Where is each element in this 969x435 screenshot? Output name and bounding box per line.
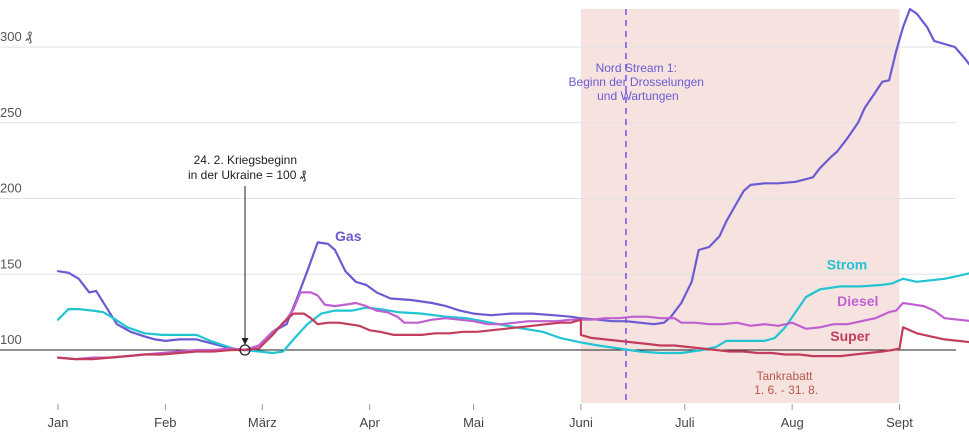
y-grid (0, 46, 956, 275)
kriegsbeginn-line-2: in der Ukraine = 100 ₰ (188, 168, 307, 182)
series-label-diesel: Diesel (837, 293, 878, 309)
x-tick-Apr: Apr (360, 415, 381, 430)
series-line-diesel (56, 291, 969, 361)
y-tick-300: 300 ₰ (0, 29, 32, 44)
y-tick-labels: 100 150 200 250 300 ₰ (0, 29, 32, 347)
x-tick-labels: Jan Feb März Apr Mai Juni Juli Aug Sept (48, 404, 913, 430)
nord-stream-annotation: Nord Stream 1: Beginn der Drosselungen u… (569, 61, 708, 103)
series-line-gas (56, 8, 969, 352)
nord-stream-line-1: Nord Stream 1: (596, 61, 677, 75)
tankrabatt-line-2: 1. 6. - 31. 8. (754, 383, 818, 397)
series-line-strom (56, 272, 969, 355)
series-label-strom: Strom (827, 257, 867, 273)
series-label-super: Super (830, 328, 870, 344)
y-tick-150: 150 (0, 256, 22, 271)
shaded-period-layer (580, 9, 900, 403)
annotations: Nord Stream 1: Beginn der Drosselungen u… (188, 61, 818, 397)
kriegsbeginn-line-1: 24. 2. Kriegsbeginn (194, 153, 297, 167)
nord-stream-line-3: und Wartungen (597, 89, 679, 103)
tankrabatt-period (580, 9, 900, 403)
x-tick-März: März (248, 415, 277, 430)
x-tick-Juli: Juli (675, 415, 695, 430)
x-tick-Feb: Feb (154, 415, 176, 430)
x-tick-Sept: Sept (886, 415, 913, 430)
y-tick-100: 100 (0, 332, 22, 347)
x-tick-Mai: Mai (463, 415, 484, 430)
y-tick-250: 250 (0, 105, 22, 120)
x-tick-Aug: Aug (781, 415, 804, 430)
series-label-gas: Gas (335, 228, 362, 244)
series-labels: Gas Strom Diesel Super (335, 228, 878, 344)
x-tick-Juni: Juni (569, 415, 593, 430)
x-tick-Jan: Jan (48, 415, 69, 430)
series-line-super (56, 312, 969, 361)
tankrabatt-annotation: Tankrabatt 1. 6. - 31. 8. (754, 369, 818, 397)
series-layer (56, 8, 969, 361)
kriegsbeginn-annotation: 24. 2. Kriegsbeginn in der Ukraine = 100… (188, 153, 307, 182)
nord-stream-line-2: Beginn der Drosselungen (569, 75, 704, 89)
y-tick-200: 200 (0, 181, 22, 196)
tankrabatt-line-1: Tankrabatt (756, 369, 813, 383)
kriegsbeginn-marker (239, 344, 251, 356)
kriegsbeginn-arrowhead (241, 338, 249, 345)
